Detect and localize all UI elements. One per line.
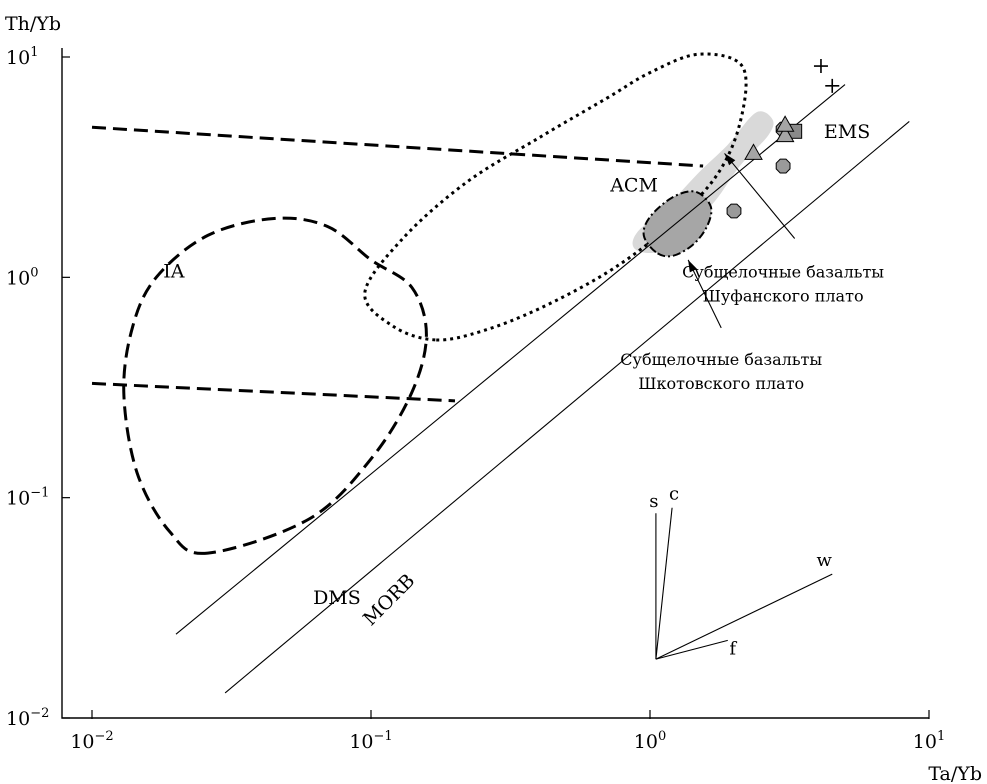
x-tick-exponent: −1 xyxy=(374,729,393,744)
data-point-triangle xyxy=(775,125,795,143)
data-point-triangle xyxy=(744,143,763,160)
y-axis-label: Th/Yb xyxy=(5,13,61,35)
y-tick-label: 101 xyxy=(6,45,38,69)
annotation-text: Субщелочные базальты xyxy=(620,350,822,369)
x-tick-exponent: 0 xyxy=(658,729,666,744)
points-layer xyxy=(726,59,840,219)
line-label: DMS xyxy=(313,587,361,609)
x-tick-base: 10 xyxy=(634,731,658,753)
y-tick-exponent: −1 xyxy=(30,486,49,501)
mantle-array-line xyxy=(175,84,846,635)
y-tick-label: 10−2 xyxy=(6,706,49,730)
annotation-text: Шуфанского плато xyxy=(703,286,864,305)
x-tick-label: 10−2 xyxy=(70,729,113,753)
x-tick-exponent: 1 xyxy=(937,729,945,744)
data-point-plus xyxy=(825,78,840,93)
annotations-layer: Субщелочные базальты Шуфанского плато Субщ… xyxy=(620,153,884,393)
vector-label: c xyxy=(669,484,679,505)
x-tick-label: 100 xyxy=(634,729,666,753)
line-label: EMS xyxy=(824,121,870,143)
vector-line xyxy=(655,639,728,660)
y-tick-base: 10 xyxy=(6,488,30,510)
x-tick-base: 10 xyxy=(913,731,937,753)
vector-line xyxy=(655,507,673,660)
x-tick-label: 101 xyxy=(913,729,945,753)
region-label: IA xyxy=(163,260,185,282)
y-tick-base: 10 xyxy=(6,708,30,730)
vector-label: f xyxy=(729,638,737,659)
y-tick-label: 10−1 xyxy=(6,486,49,510)
region-field xyxy=(642,190,713,258)
y-tick-exponent: 1 xyxy=(30,45,38,60)
annotation-arrow-line xyxy=(687,259,722,329)
vector-label: s xyxy=(649,491,658,512)
annotation-arrowhead xyxy=(688,259,697,273)
x-tick-base: 10 xyxy=(349,731,373,753)
region-label: ACM xyxy=(609,175,658,197)
annotation-arrowhead xyxy=(724,153,736,166)
x-tick-exponent: −2 xyxy=(95,729,114,744)
data-point-plus xyxy=(813,59,828,74)
data-point-octagon xyxy=(775,158,791,174)
annotation-text: Шкотовского плато xyxy=(638,374,804,393)
vector-diagram: s c w f xyxy=(649,484,833,660)
annotation-arrow-line xyxy=(724,153,796,239)
y-tick-exponent: 0 xyxy=(30,265,38,280)
data-point-triangle xyxy=(775,115,795,132)
dashed-boundary-line xyxy=(91,125,704,168)
vector-line xyxy=(655,573,833,660)
dashed-boundary-line xyxy=(91,381,456,403)
regions-layer: IA ACM xyxy=(122,52,774,555)
data-point-octagon xyxy=(726,203,742,219)
x-axis-label: Ta/Yb xyxy=(928,763,982,784)
y-tick-exponent: −2 xyxy=(30,706,49,721)
x-tick-base: 10 xyxy=(70,731,94,753)
region-field xyxy=(363,52,748,342)
x-tick-label: 10−1 xyxy=(349,729,392,753)
vector-label: w xyxy=(817,550,833,571)
mantle-array-line xyxy=(224,121,910,694)
annotation-text: Субщелочные базальты xyxy=(682,262,884,281)
y-tick-base: 10 xyxy=(6,267,30,289)
y-tick-base: 10 xyxy=(6,47,30,69)
line-label: MORB xyxy=(359,570,419,630)
y-tick-label: 100 xyxy=(6,265,38,289)
region-field xyxy=(122,216,428,555)
